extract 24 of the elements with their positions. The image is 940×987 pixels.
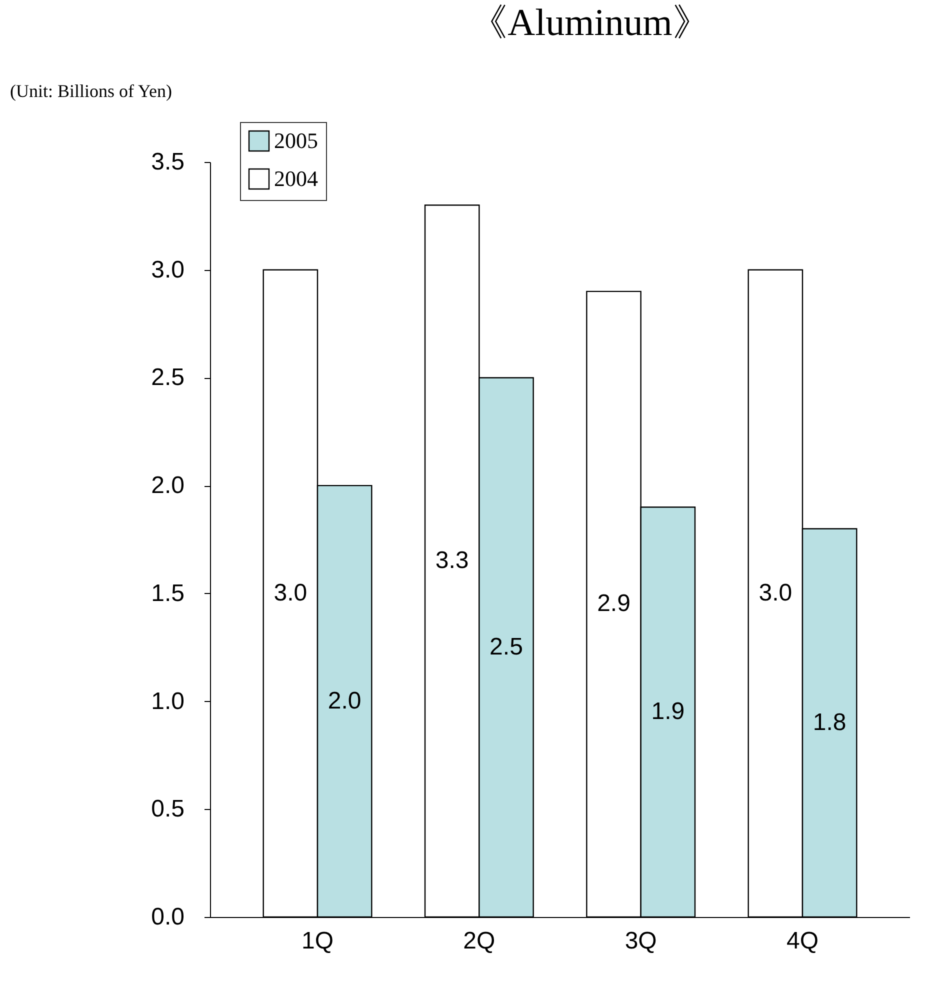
x-tick-label: 4Q: [786, 928, 818, 954]
legend-label: 2005: [274, 128, 318, 153]
y-tick-label: 3.5: [151, 148, 184, 176]
data-label: 2.0: [328, 687, 362, 714]
y-tick-label: 0.5: [151, 796, 184, 823]
y-tick-label: 1.0: [151, 688, 184, 715]
y-tick-label: 3.0: [151, 256, 184, 284]
x-tick-label: 2Q: [463, 928, 496, 954]
data-label: 3.3: [435, 547, 469, 574]
data-label: 2.9: [597, 590, 630, 618]
x-tick-label: 3Q: [624, 928, 657, 954]
x-tick-label: 1Q: [302, 928, 334, 954]
legend-label: 2004: [274, 166, 318, 191]
y-tick-label: 2.5: [151, 364, 184, 392]
data-label: 1.9: [651, 698, 685, 726]
data-label: 3.0: [274, 579, 308, 606]
chart-title: 《Aluminum》: [470, 2, 710, 44]
y-tick-label: 1.5: [151, 580, 184, 607]
data-label: 3.0: [758, 579, 792, 606]
y-tick-label: 0.0: [151, 904, 184, 930]
text: (Unit: Billions of Yen): [10, 81, 172, 101]
y-tick-label: 2.0: [151, 472, 184, 500]
data-label: 2.5: [490, 633, 523, 660]
data-label: 1.8: [812, 708, 846, 736]
